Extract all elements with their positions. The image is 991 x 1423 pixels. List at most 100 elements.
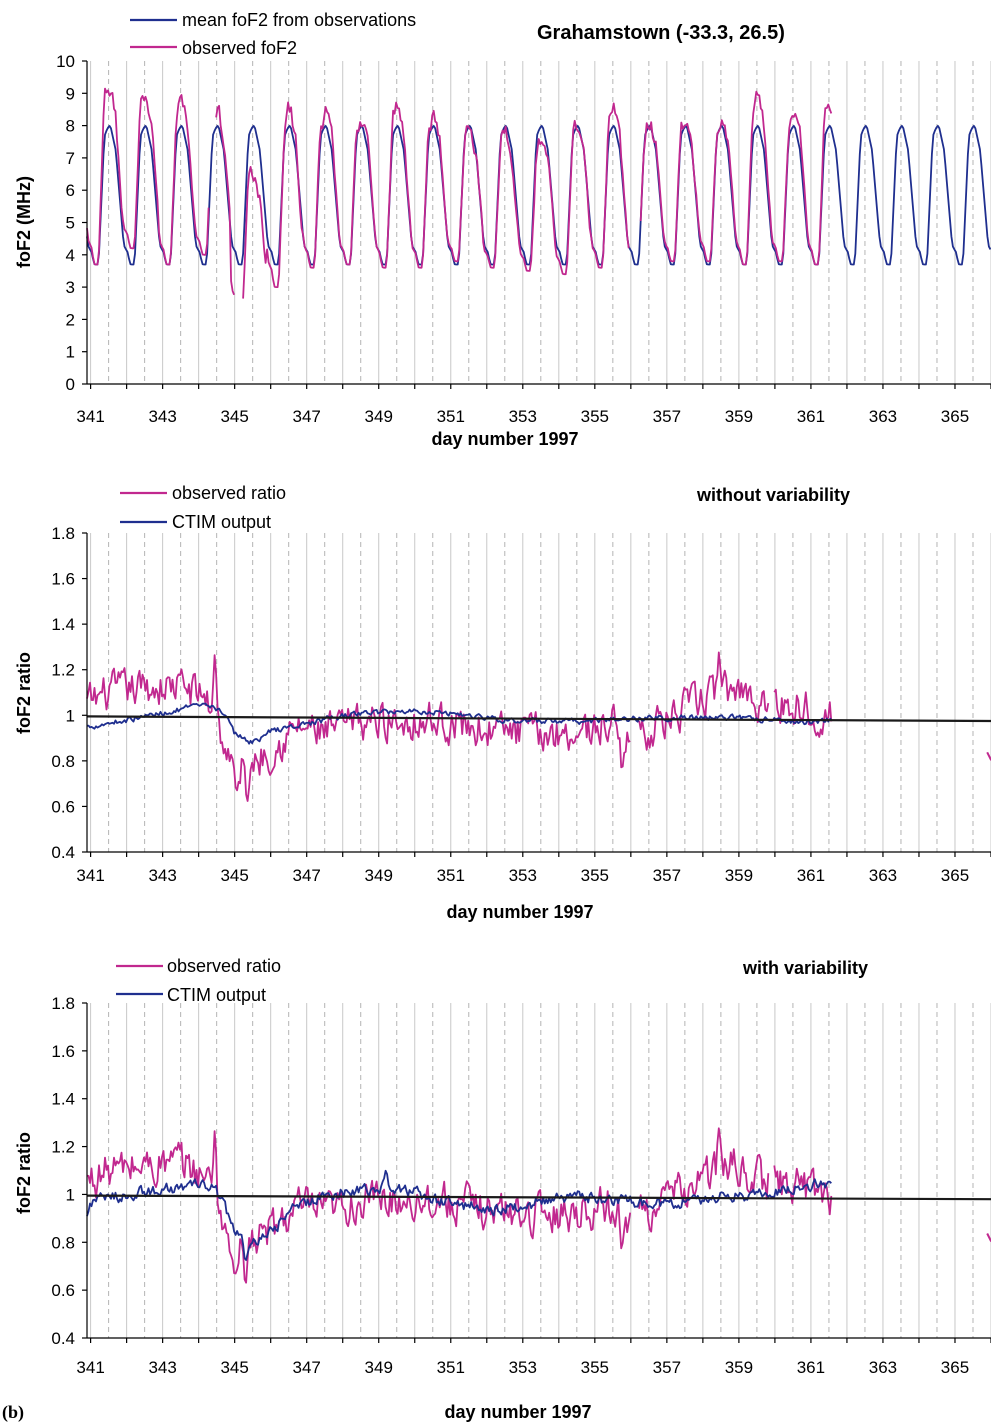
x-tick-label: 359 [725,407,753,426]
y-tick-label: 1 [66,706,75,725]
y-tick-label: 1.4 [51,1090,75,1109]
y-tick-label: 4 [66,246,75,265]
x-tick-label: 357 [653,866,681,885]
data-series [86,1127,991,1284]
legend-label-mean: mean foF2 from observations [182,10,416,30]
series-line-ctim-output [86,1169,832,1261]
series-point-observed-ratio [986,1233,991,1242]
y-tick-labels: 0.4 0.6 0.8 1 1.2 1.4 1.6 1.8 [51,524,75,862]
x-tick-labels: 341 343 345 347 349 351 353 355 357 359 361 363 365 [76,1358,969,1377]
y-axis-title: foF2 ratio [14,1132,34,1214]
y-tick-label: 9 [66,84,75,103]
grid-lines [90,533,991,852]
panel-label: (b) [2,1402,24,1423]
x-tick-label: 347 [293,1358,321,1377]
panel-ratio-with-variability: 0.4 0.6 0.8 1 1.2 1.4 1.6 1.8 341 343 345 347 349 35… [14,956,991,1422]
chart-title: without variability [696,485,850,505]
series-line-observed-ratio [773,1165,833,1216]
series-line-observed-fof2 [639,90,833,266]
x-tick-label: 347 [293,866,321,885]
y-tick-label: 0.6 [51,1281,75,1300]
x-tick-labels: 341 343 345 347 349 351 353 355 357 359 361 363 365 [76,407,969,426]
y-tick-label: 3 [66,278,75,297]
x-tick-label: 363 [869,1358,897,1377]
x-tick-label: 345 [220,1358,248,1377]
grid-lines [90,61,991,384]
x-tick-label: 365 [941,866,969,885]
series-line-observed-ratio [86,1130,632,1284]
x-tick-label: 341 [76,866,104,885]
x-axis-title: day number 1997 [431,429,578,449]
x-tick-label: 353 [509,1358,537,1377]
series-line-observed-fof2 [242,101,630,299]
x-tick-label: 363 [869,407,897,426]
x-tick-label: 363 [869,866,897,885]
series-line-observed-fof2 [215,104,235,296]
x-axis-title: day number 1997 [444,1402,591,1422]
panel-ratio-without-variability: 0.4 0.6 0.8 1 1.2 1.4 1.6 1.8 341 343 345 347 349 35… [14,483,991,922]
series-line-ctim-output [86,702,832,745]
y-tick-label: 1.6 [51,1042,75,1061]
x-tick-label: 353 [509,866,537,885]
series-point-observed-ratio [986,751,991,761]
x-tick-label: 361 [797,866,825,885]
x-tick-label: 343 [148,407,176,426]
y-tick-label: 7 [66,149,75,168]
y-axis-title: foF2 (MHz) [14,176,34,268]
x-tick-label: 361 [797,407,825,426]
x-tick-label: 353 [509,407,537,426]
y-tick-label: 1.8 [51,994,75,1013]
x-tick-label: 351 [437,866,465,885]
legend-label-ctim: CTIM output [167,985,266,1005]
x-tick-label: 359 [725,1358,753,1377]
y-tick-label: 1 [66,1185,75,1204]
legend-label-observed: observed foF2 [182,38,297,58]
x-tick-label: 341 [76,1358,104,1377]
x-tick-label: 349 [365,866,393,885]
series-line-mean-fof2-from-observations [86,125,991,266]
series-line-reference [86,715,991,723]
x-axis-title: day number 1997 [446,902,593,922]
x-tick-label: 365 [941,1358,969,1377]
y-tick-label: 0.8 [51,752,75,771]
legend-label-ctim: CTIM output [172,512,271,532]
chart-title: Grahamstown (-33.3, 26.5) [537,22,785,44]
legend-label-observed: observed ratio [172,483,286,503]
x-tick-label: 343 [148,866,176,885]
y-tick-label: 1.4 [51,615,75,634]
series-line-observed-fof2 [86,87,210,266]
y-tick-label: 8 [66,117,75,136]
x-tick-label: 361 [797,1358,825,1377]
axes [82,60,991,389]
x-tick-label: 345 [220,407,248,426]
x-tick-label: 343 [148,1358,176,1377]
series-line-observed-ratio [638,651,770,751]
x-tick-label: 341 [76,407,104,426]
legend-label-observed: observed ratio [167,956,281,976]
chart-title: with variability [742,958,868,978]
x-tick-label: 365 [941,407,969,426]
y-tick-label: 1.6 [51,570,75,589]
y-tick-label: 1.8 [51,524,75,543]
series-line-reference [86,1194,991,1201]
y-tick-label: 6 [66,181,75,200]
y-tick-labels: 0.4 0.6 0.8 1 1.2 1.4 1.6 1.8 [51,994,75,1348]
x-tick-label: 349 [365,407,393,426]
x-tick-label: 355 [581,407,609,426]
y-tick-label: 0.6 [51,797,75,816]
y-tick-label: 2 [66,310,75,329]
grid-lines [90,1003,991,1338]
x-tick-label: 345 [220,866,248,885]
y-tick-labels: 0 1 2 3 4 5 6 7 8 9 10 [56,52,75,394]
x-tick-labels: 341 343 345 347 349 351 353 355 357 359 361 363 365 [76,866,969,885]
y-tick-label: 10 [56,52,75,71]
y-tick-label: 0.4 [51,843,75,862]
axes [82,532,991,857]
series-line-observed-ratio [773,688,833,738]
y-tick-label: 5 [66,214,75,233]
y-tick-label: 1 [66,343,75,362]
series-line-observed-ratio [638,1127,770,1233]
axes [82,1002,991,1343]
legend: observed ratio CTIM output [120,483,286,532]
